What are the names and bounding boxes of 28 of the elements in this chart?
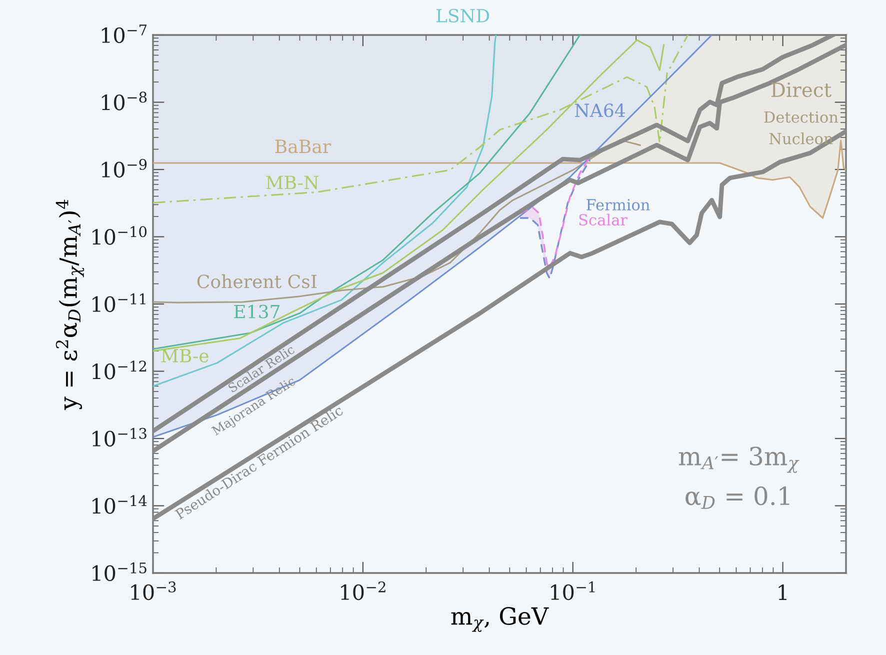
series-label: MB-e — [161, 349, 208, 362]
y-tick-label: 10$^{−10}$ — [92, 226, 147, 245]
annotation: Direct — [771, 82, 832, 98]
series-label: BaBar — [275, 140, 332, 154]
y-tick-label: 10$^{−13}$ — [92, 428, 146, 447]
series-label: Scalar — [579, 214, 628, 226]
series-label: E137 — [234, 304, 280, 318]
y-tick-label: 10$^{−15}$ — [92, 562, 146, 582]
x-tick-label: 1 — [778, 584, 786, 600]
x-tick-label: 10$^{−3}$ — [131, 581, 176, 600]
y-tick-label: 10$^{−8}$ — [102, 92, 147, 110]
series-label: MB-N — [266, 176, 318, 190]
series-label: NA64 — [574, 104, 625, 118]
series-label: Coherent CsI — [197, 274, 317, 288]
y-tick-label: 10$^{−9}$ — [102, 158, 147, 178]
annotation: m$_{A′}$= 3m$_{χ}$ — [678, 446, 800, 473]
y-tick-label: 10$^{−11}$ — [92, 293, 146, 312]
text: y = ε$^{2}$α$_{D}$(m$_{χ}$/m$_{A′}$)$^{4}$ — [56, 200, 84, 410]
annotation: Detection — [764, 111, 838, 123]
annotation: α$_{D}$ = 0.1 — [686, 486, 790, 509]
series-label: LSND — [436, 8, 490, 22]
series-label: Fermion — [586, 199, 650, 211]
y-tick-label: 10$^{−7}$ — [102, 24, 147, 44]
x-axis-title: m$_{χ}$, GeV — [451, 607, 549, 632]
y-tick-label: 10$^{−12}$ — [92, 360, 146, 380]
x-tick-label: 10$^{−1}$ — [551, 581, 595, 600]
x-tick-label: 10$^{−2}$ — [341, 581, 386, 600]
y-tick-label: 10$^{−14}$ — [92, 495, 147, 514]
